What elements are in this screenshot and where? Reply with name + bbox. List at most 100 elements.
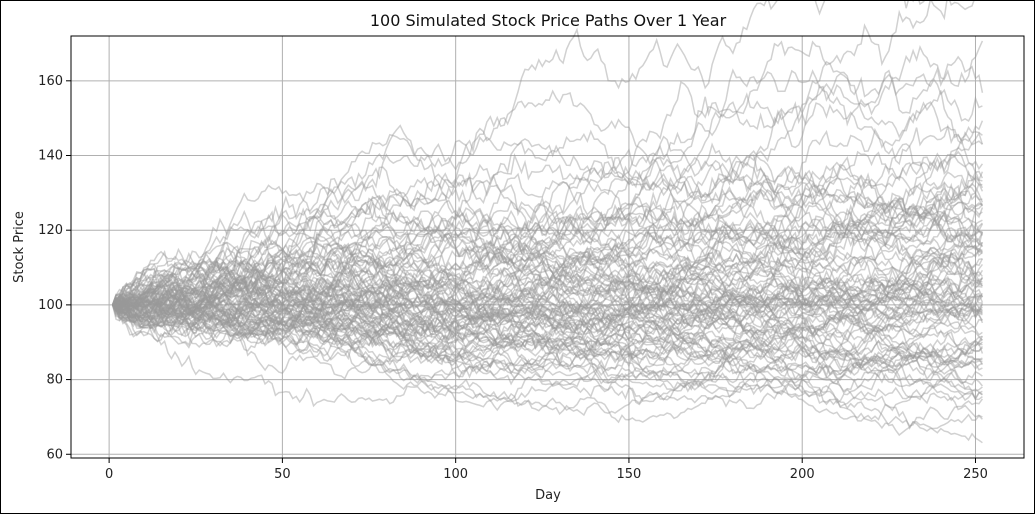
price-path-line [112,304,983,422]
x-tick-label: 0 [105,467,113,482]
price-path-line [111,237,983,338]
price-path-line [112,260,984,367]
price-path-line [111,244,983,342]
price-path-line [111,272,983,346]
x-tick-label: 100 [443,467,468,482]
price-path-line [111,163,984,310]
price-path-line [112,295,983,432]
price-path-line [112,260,984,337]
price-path-line [112,190,983,320]
price-path-line [112,201,983,310]
price-path-line [112,216,983,330]
price-path-line [111,40,983,317]
price-path-line [112,149,984,315]
x-tick-label: 250 [963,467,988,482]
price-path-line [111,191,983,329]
y-tick-label: 80 [46,373,63,388]
price-path-line [112,143,983,347]
chart-title: 100 Simulated Stock Price Paths Over 1 Y… [370,11,727,30]
price-path-line [112,135,984,321]
price-path-line [112,287,983,369]
price-path-line [112,304,983,402]
price-path-line [112,181,983,336]
price-path-line [112,302,983,399]
price-path-line [111,252,984,349]
price-path-line [111,208,983,314]
price-path-line [111,188,984,319]
price-path-line [112,227,984,314]
price-path-line [112,251,984,358]
price-path-line [112,178,983,329]
price-path-line [112,261,984,379]
price-path-line [111,253,984,327]
price-path-line [111,252,983,365]
price-path-line [112,89,983,312]
price-path-line [111,304,983,388]
price-path-line [112,299,983,345]
price-path-line [112,268,983,341]
price-path-line [111,267,984,364]
price-path-line [112,205,983,317]
y-tick-label: 120 [38,223,63,238]
price-path-line [112,40,984,333]
price-path-line [111,184,983,336]
price-path-line [112,266,983,357]
y-tick-label: 60 [46,447,63,462]
price-path-line [111,243,983,330]
price-path-line [112,295,983,380]
price-path-line [112,232,984,318]
price-path-line [111,294,983,387]
price-path-line [112,284,983,366]
price-path-line [112,264,984,348]
price-path-line [112,165,984,335]
y-tick-label: 140 [38,149,63,164]
price-path-line [111,283,983,391]
price-path-line [111,247,983,363]
x-tick-label: 50 [274,467,291,482]
price-path-line [112,275,983,384]
price-path-line [112,1,975,311]
price-path-line [112,287,984,430]
y-axis-label: Stock Price [12,211,27,283]
price-path-line [112,126,983,310]
price-path-line [112,238,984,364]
price-path-line [112,268,983,336]
price-path-line [112,185,983,313]
price-path-line [111,293,983,370]
grid-lines [71,36,1024,458]
y-tick-label: 160 [38,74,63,89]
price-path-line [111,161,984,306]
price-path-line [112,280,984,347]
price-path-line [111,248,983,326]
price-path-line [112,224,983,311]
price-path-line [112,166,983,317]
price-path-line [112,1,925,329]
price-paths [111,1,984,444]
price-path-line [112,68,984,312]
price-path-line [112,204,983,306]
price-path-line [112,201,983,334]
price-path-line [111,296,983,404]
price-path-line [111,240,983,327]
price-path-line [112,283,983,444]
price-path-line [112,181,984,309]
price-path-line [112,274,983,406]
price-path-line [111,286,983,385]
price-path-line [112,256,983,335]
price-path-line [112,131,984,352]
price-path-line [111,304,983,417]
price-path-line [112,303,983,401]
x-tick-label: 150 [617,467,642,482]
price-path-line [112,259,983,377]
price-path-line [112,179,983,312]
x-axis-label: Day [535,488,561,503]
price-path-line [111,169,984,333]
price-path-line [112,292,983,402]
price-path-line [112,232,983,367]
price-path-line [112,100,984,306]
plot-area-border [70,35,1025,459]
price-path-line [112,301,983,371]
price-path-line [111,241,984,344]
